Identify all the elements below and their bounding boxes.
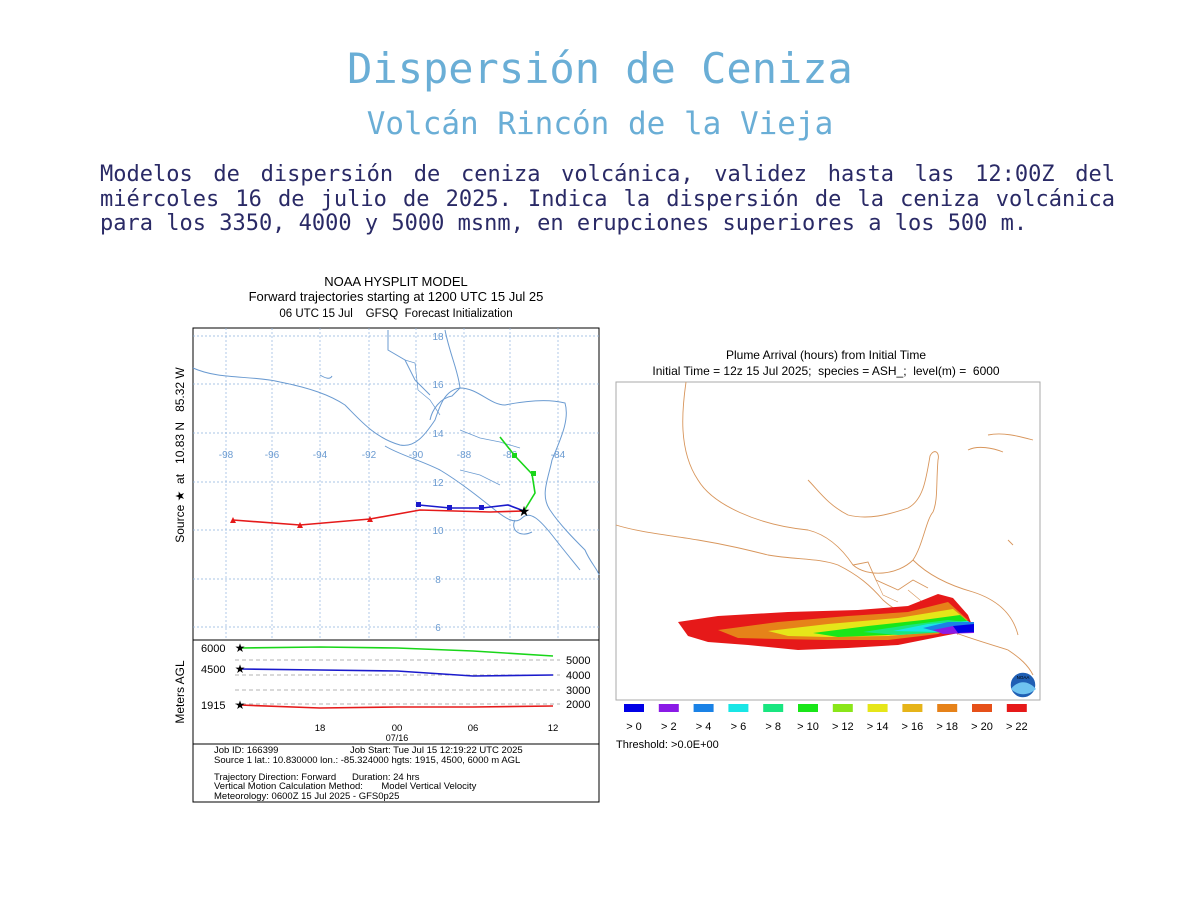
legend-swatch <box>902 704 923 712</box>
trajectory-map-borders <box>404 359 521 486</box>
profile-guides <box>235 659 560 705</box>
map-trajectory-markers: ★ <box>230 453 536 528</box>
legend-swatch <box>624 704 644 712</box>
plume-threshold: Threshold: >0.0E+00 <box>616 739 719 750</box>
trajectory-side-label: Source ★ at 10.83 N 85.32 W <box>173 367 187 543</box>
trajectory-lon-ticks: -98 -96 -94 -92 -90 -88 -86 -84 <box>219 450 566 461</box>
profile-star-icon: ★ <box>235 662 246 676</box>
ash-plume <box>678 594 974 650</box>
time-tick: 00 <box>392 723 403 734</box>
legend-swatch <box>832 704 853 712</box>
plume-title-1: Plume Arrival (hours) from Initial Time <box>726 348 926 362</box>
lon-tick: -92 <box>362 450 377 461</box>
profile-right-label: 3000 <box>566 685 590 697</box>
noaa-logo-text: NOAA <box>1017 675 1030 680</box>
profile-ylabel: Meters AGL <box>173 660 187 724</box>
page-subtitle: Volcán Rincón de la Vieja <box>366 106 834 142</box>
trajectory-low <box>232 509 525 526</box>
legend-label: > 18 <box>936 721 958 733</box>
legend-label: > 8 <box>765 721 781 733</box>
lon-tick: -88 <box>457 450 472 461</box>
profile-star-icon: ★ <box>235 698 246 712</box>
plume-zone-0 <box>953 624 974 633</box>
info-frame <box>192 743 600 803</box>
profile-star-icon: ★ <box>235 641 246 655</box>
lon-tick: -98 <box>219 450 234 461</box>
info-source: Source 1 lat.: 10.830000 lon.: -85.32400… <box>214 755 520 766</box>
trajectory-figure: NOAA HYSPLIT MODEL Forward trajectories … <box>173 274 600 803</box>
trajectory-title-2: Forward trajectories starting at 1200 UT… <box>249 289 544 304</box>
lon-tick: -90 <box>409 450 424 461</box>
info-direction: Trajectory Direction: Forward Duration: … <box>214 772 420 783</box>
legend-label: > 12 <box>832 721 854 733</box>
trajectory-title-3: 06 UTC 15 Jul GFSQ Forecast Initializati… <box>279 308 512 320</box>
legend-swatch <box>798 704 818 712</box>
time-tick: 12 <box>548 723 559 734</box>
legend-swatch <box>763 704 784 712</box>
page-title: Dispersión de Ceniza <box>347 44 853 93</box>
lat-tick: 10 <box>432 526 444 537</box>
lon-tick: -86 <box>503 450 518 461</box>
lon-tick: -84 <box>551 450 566 461</box>
info-job-start: Job Start: Tue Jul 15 12:19:22 UTC 2025 <box>350 745 523 756</box>
plume-map-coastline <box>615 381 1034 676</box>
trajectory-map-frame <box>192 327 600 641</box>
profile-right-label: 5000 <box>566 655 590 667</box>
legend-swatch <box>728 704 749 712</box>
trajectory-lat-ticks: 18 16 14 12 10 8 6 <box>432 332 444 634</box>
legend-label: > 14 <box>867 721 889 733</box>
legend-swatch <box>693 704 714 712</box>
time-tick: 18 <box>315 723 326 734</box>
lat-tick: 8 <box>435 575 441 586</box>
profile-right-label: 4000 <box>566 670 590 682</box>
profile-right-label: 2000 <box>566 699 590 711</box>
profile-date-label: 07/16 <box>386 733 409 743</box>
legend-swatch <box>1006 704 1027 712</box>
lat-tick: 18 <box>432 332 444 343</box>
profile-left-label: 4500 <box>201 664 225 676</box>
legend-label: > 4 <box>696 721 712 733</box>
legend-label: > 10 <box>797 721 819 733</box>
profile-frame <box>192 639 600 745</box>
plume-figure: Plume Arrival (hours) from Initial Time … <box>615 348 1041 750</box>
time-tick: 06 <box>468 723 479 734</box>
trajectory-title-1: NOAA HYSPLIT MODEL <box>324 274 468 289</box>
legend-swatch <box>867 704 888 712</box>
legend-label: > 2 <box>661 721 677 733</box>
lat-tick: 16 <box>432 380 444 391</box>
profile-low <box>239 704 554 709</box>
legend-swatch <box>658 704 679 712</box>
plume-title-2: Initial Time = 12z 15 Jul 2025; species … <box>652 364 1000 378</box>
profile-left-label: 1915 <box>201 700 225 712</box>
legend-label: > 6 <box>731 721 747 733</box>
info-meteorology: Meteorology: 0600Z 15 Jul 2025 - GFS0p25 <box>214 791 399 802</box>
legend-label: > 22 <box>1006 721 1028 733</box>
profile-left-label: 6000 <box>201 643 225 655</box>
legend-swatch <box>937 704 958 712</box>
noaa-logo: NOAA <box>1009 671 1037 699</box>
profile-mid <box>239 668 554 677</box>
profile-high <box>239 646 554 657</box>
legend-label: > 20 <box>971 721 993 733</box>
lon-tick: -94 <box>313 450 328 461</box>
legend-swatch <box>972 704 992 712</box>
description-text: Modelos de dispersión de ceniza volcánic… <box>100 162 1115 236</box>
legend-label: > 16 <box>902 721 924 733</box>
lat-tick: 6 <box>435 623 441 634</box>
plume-legend: > 0 > 2 > 4 > 6 > 8 > 10 > 12 > 14 > 16 > 18 > 20 >… <box>624 704 1028 733</box>
trajectory-map-coastline <box>192 329 600 576</box>
legend-label: > 0 <box>626 721 642 733</box>
info-vertical-motion: Vertical Motion Calculation Method: Mode… <box>214 781 477 792</box>
lat-tick: 12 <box>432 478 444 489</box>
source-star-icon: ★ <box>518 503 531 519</box>
plume-map-frame <box>615 381 1041 701</box>
lon-tick: -96 <box>265 450 280 461</box>
info-job-id: Job ID: 166399 <box>214 745 278 756</box>
lat-tick: 14 <box>432 429 444 440</box>
